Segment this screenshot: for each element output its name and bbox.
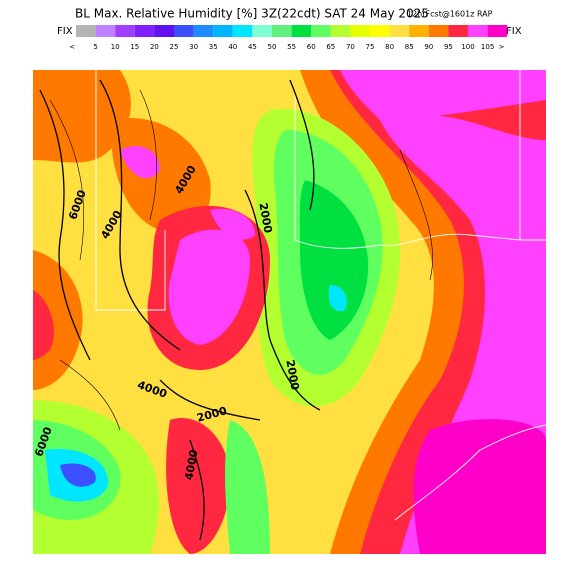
color-swatch xyxy=(115,25,135,37)
color-swatch xyxy=(76,25,96,37)
colorbar-label: 25 xyxy=(170,43,179,51)
colorbar-label: 15 xyxy=(130,43,139,51)
colorbar-label: 45 xyxy=(248,43,257,51)
color-swatch xyxy=(134,25,155,37)
colorbar-label: 5 xyxy=(93,43,97,51)
contour-label: 2000 xyxy=(256,202,274,235)
title: BL Max. Relative Humidity [%] 3Z(22cdt) … xyxy=(75,7,429,21)
colorbar-label: 55 xyxy=(287,43,296,51)
color-swatch xyxy=(95,25,116,37)
colorbar-label: 30 xyxy=(189,43,198,51)
colorbar-label: 35 xyxy=(209,43,218,51)
color-swatch xyxy=(448,25,468,37)
map: 6000 4000 4000 2000 2000 4000 2000 4000 … xyxy=(32,70,546,554)
color-swatch xyxy=(370,25,390,37)
color-swatch xyxy=(468,25,488,37)
colorbar-label: > xyxy=(499,43,505,51)
fix-right: FIX xyxy=(506,26,522,37)
colorbar-label: 60 xyxy=(307,43,316,51)
colorbar-label: 50 xyxy=(268,43,277,51)
colorbar-label: 70 xyxy=(346,43,355,51)
subtitle: 12hrFcst@1601z RAP xyxy=(407,10,493,19)
color-swatch xyxy=(409,25,429,37)
colorbar-label: 40 xyxy=(228,43,237,51)
color-swatch xyxy=(252,25,272,37)
color-swatch xyxy=(350,25,370,37)
color-swatch xyxy=(174,25,194,37)
color-swatch xyxy=(154,25,174,37)
colorbar-label: 65 xyxy=(326,43,335,51)
color-swatch xyxy=(389,25,410,37)
colorbar-label: 105 xyxy=(481,43,494,51)
contour-label: 2000 xyxy=(283,359,301,392)
colorbar-label: 75 xyxy=(366,43,375,51)
colorbar-label: 10 xyxy=(111,43,120,51)
color-swatch xyxy=(193,25,214,37)
color-swatch xyxy=(428,25,449,37)
color-swatch xyxy=(213,25,233,37)
colorbar-label: 95 xyxy=(444,43,453,51)
contour-label: 4000 xyxy=(182,448,200,481)
color-swatch xyxy=(487,25,508,37)
colorbar-label: < xyxy=(69,43,75,51)
color-swatch xyxy=(311,25,331,37)
colorbar-label: 90 xyxy=(424,43,433,51)
color-swatch xyxy=(272,25,292,37)
colorbar-label: 20 xyxy=(150,43,159,51)
color-swatch xyxy=(330,25,351,37)
colorbar: <5 10 15 20 25 30 35 40 45 50 55 60 65 70 75 80 85 90 95 10… xyxy=(69,25,508,51)
colorbar-label: 80 xyxy=(385,43,394,51)
color-swatch xyxy=(232,25,253,37)
colorbar-label: 85 xyxy=(405,43,414,51)
colorbar-label: 100 xyxy=(461,43,474,51)
color-swatch xyxy=(291,25,312,37)
fix-left: FIX xyxy=(57,26,73,37)
